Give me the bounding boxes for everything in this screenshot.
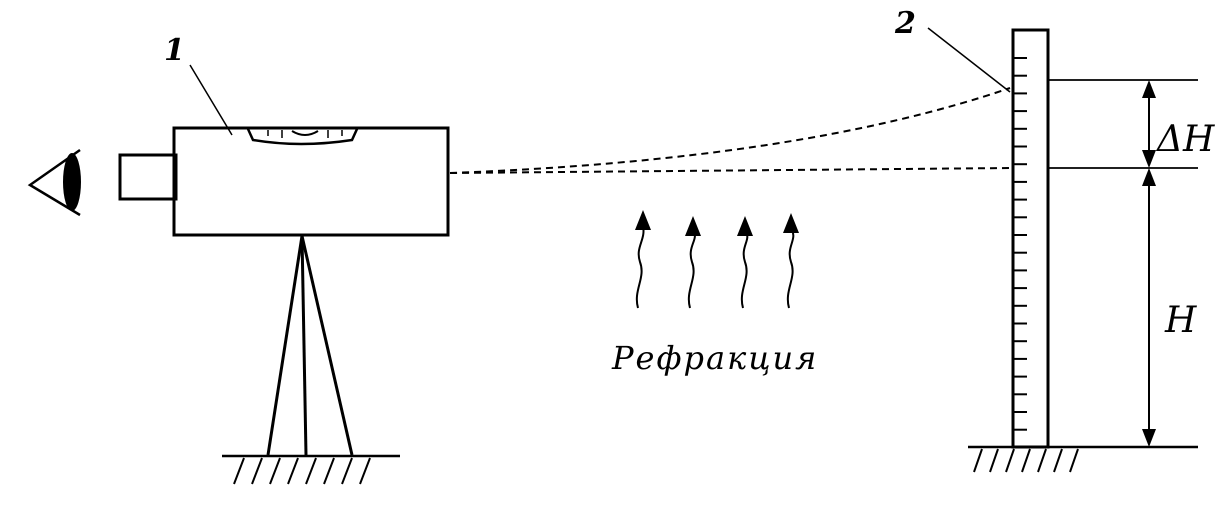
levelling-rod [1011,28,1050,449]
bubble-vial [246,128,359,146]
horizontal-sight-line [449,167,1013,174]
level-body [172,126,450,237]
refraction-arrow-1 [635,210,651,309]
leader-line-1 [189,64,233,136]
h-dimension [1142,168,1156,447]
delta-h-label: ΔH [1155,119,1215,160]
leader-line-2 [927,27,1011,93]
instrument-number-label: 1 [164,33,185,68]
refraction-arrow-4 [783,213,799,309]
refraction-caption: Рефракция [611,339,818,377]
h-label: H [1164,300,1197,341]
eye-icon [27,148,81,217]
refraction-arrow-3 [737,216,753,309]
delta-h-dimension [1142,80,1156,168]
ground-left [222,454,400,485]
eyepiece [118,153,178,201]
refraction-arrow-2 [685,216,701,309]
tripod [266,235,354,456]
ground-right [968,445,1198,473]
rod-number-label: 2 [894,6,916,41]
refraction-arrows [635,210,799,309]
refracted-sight-line [449,87,1011,174]
